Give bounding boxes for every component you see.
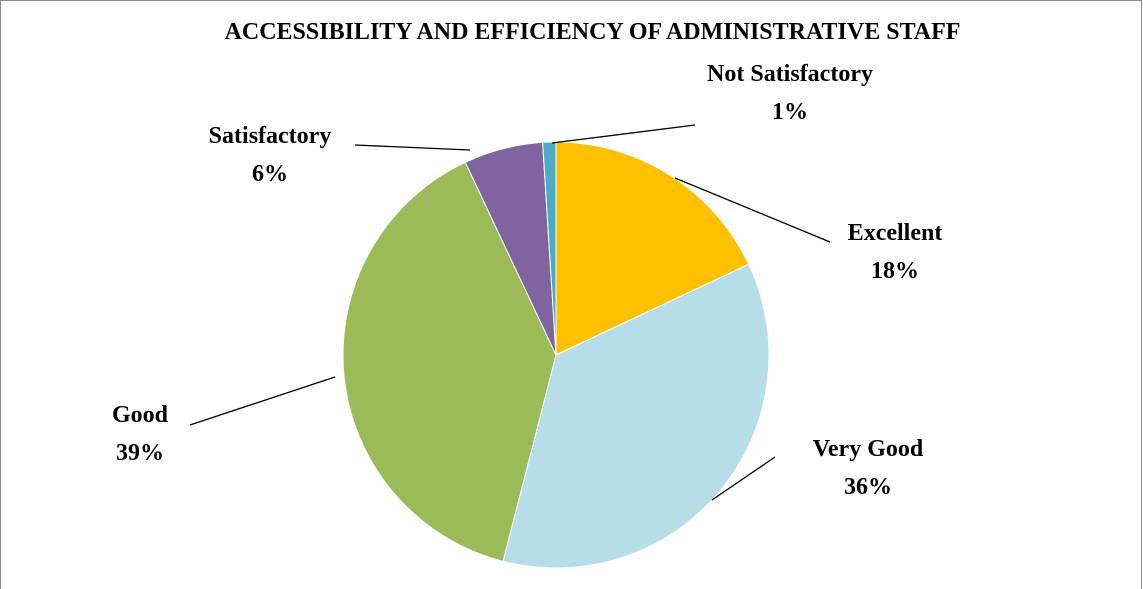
value-label: 36%	[843, 474, 892, 500]
value-label: 39%	[115, 440, 164, 466]
data-label: Not Satisfactory 1%	[705, 55, 875, 131]
leader-line	[711, 456, 776, 501]
pie-slice	[555, 141, 750, 356]
data-label: Very Good 36%	[813, 430, 923, 506]
data-label: Good 39%	[112, 396, 168, 472]
data-label: Excellent 18%	[848, 214, 943, 290]
category-label: Satisfactory	[208, 123, 332, 149]
leader-line	[354, 144, 471, 151]
value-label: 18%	[870, 258, 919, 284]
category-label: Not Satisfactory	[707, 61, 873, 87]
value-label: 6%	[251, 161, 288, 187]
leader-line	[674, 177, 831, 243]
data-label: Satisfactory 6%	[209, 117, 332, 193]
pie-slice	[342, 161, 557, 562]
category-label: Very Good	[812, 436, 924, 462]
leader-line	[551, 124, 696, 144]
leader-line	[189, 376, 336, 426]
value-label: 1%	[772, 99, 808, 125]
category-label: Excellent	[847, 220, 943, 246]
chart-title: ACCESSIBILITY AND EFFICIENCY OF ADMINIST…	[224, 19, 961, 45]
pie-slice	[502, 263, 770, 569]
category-label: Good	[111, 402, 169, 428]
